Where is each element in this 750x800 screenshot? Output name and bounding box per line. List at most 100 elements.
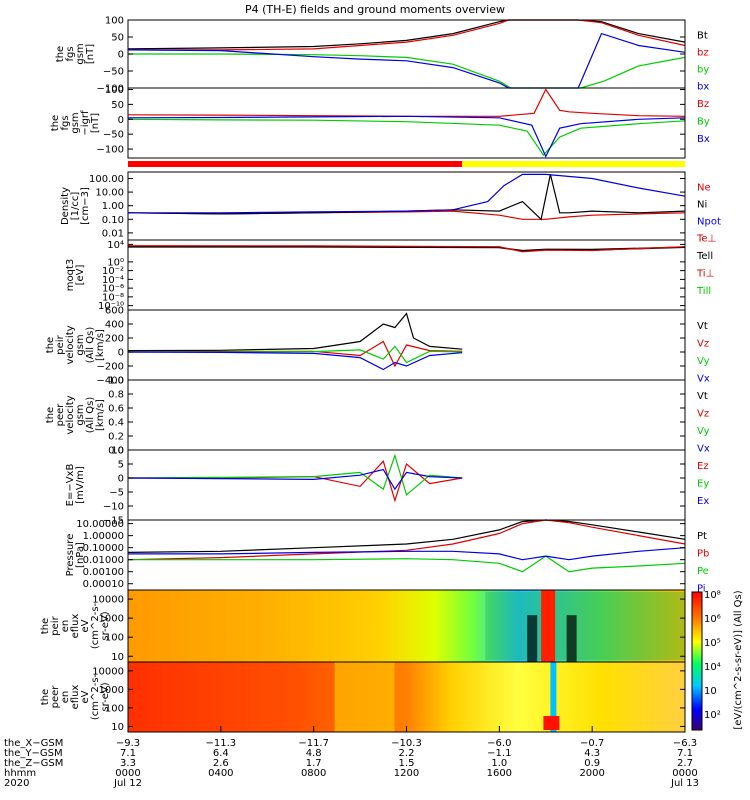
- pressure-legend-pe: Pe: [697, 566, 709, 577]
- fgs-dsl-legend-bx: Bx: [697, 134, 710, 145]
- peer-eflux-ytick-label: 10: [111, 722, 124, 733]
- fgs-legend-bt: Bt: [697, 31, 708, 42]
- pressure-legend-pt: Pt: [697, 531, 707, 542]
- peir-eflux-peak-band: [541, 590, 555, 662]
- fgs-dsl-series-by: [128, 119, 685, 155]
- peer-velocity-legend-vx: Vx: [697, 443, 710, 454]
- ephemeris-hhmm-value: 0800: [301, 768, 326, 779]
- pressure-series-pe: [128, 556, 685, 572]
- colorbar-tick-label: 10⁶: [704, 614, 721, 625]
- colorbar-tick-label: 10⁳: [704, 686, 717, 697]
- peir-eflux-ylabel: sr-eV): [100, 611, 111, 640]
- colorbar-label: [eV/(cm^2-s-sr-eV)] (All Qs): [733, 590, 744, 729]
- density-ylabel: [cm−3]: [80, 187, 91, 225]
- fgs-dsl-ytick-label: 50: [111, 100, 124, 111]
- pressure-ytick-label: 10.00000: [76, 519, 124, 530]
- density-legend-ne: Ne: [697, 183, 711, 194]
- peir-velocity-ytick-label: −200: [97, 362, 124, 373]
- peir-velocity-legend-vt: Vt: [697, 321, 708, 332]
- density-series-npot: [128, 174, 685, 212]
- ephemeris-hhmm-value: 1200: [394, 768, 419, 779]
- temperature-legend-tell: Tell: [696, 251, 713, 262]
- ephemeris-hhmm-value: 1600: [487, 768, 512, 779]
- temperature-ylabel: [eV]: [75, 265, 86, 286]
- peir-velocity-ytick-label: 200: [105, 334, 124, 345]
- chart-title: P4 (TH-E) fields and ground moments over…: [245, 3, 505, 16]
- peer-velocity-ytick-label: 0.8: [108, 390, 124, 401]
- peir-velocity-ytick-label: 600: [105, 306, 124, 317]
- peir-eflux-dropout: [567, 615, 577, 662]
- peer-velocity-ytick-label: 0.6: [108, 404, 124, 415]
- efield-ylabel: [mV/m]: [75, 466, 86, 504]
- pressure-ytick-label: 0.00010: [83, 579, 124, 590]
- efield-series-ey: [128, 456, 462, 495]
- density-ytick-label: 0.01: [102, 228, 124, 239]
- peer-velocity-ylabel: [km/s]: [95, 399, 106, 431]
- peer-eflux-ylabel: sr-eV): [100, 682, 111, 711]
- peir-velocity-series-vx: [128, 352, 462, 370]
- pressure-legend-pb: Pb: [697, 548, 709, 559]
- peer-velocity-legend-vz: Vz: [697, 408, 709, 419]
- density-ytick-label: 1.00: [102, 201, 124, 212]
- peir-eflux-noise-region: [485, 592, 685, 660]
- ephemeris-hhmm-value: 2000: [579, 768, 604, 779]
- peir-velocity-ylabel: [km/s]: [95, 329, 106, 361]
- peer-velocity-ytick-label: 0.4: [108, 418, 124, 429]
- fgs-ylabel: [nT]: [85, 44, 96, 64]
- efield-ytick-label: 5: [118, 460, 124, 471]
- fgs-dsl-ytick-label: −50: [103, 130, 124, 141]
- ephemeris-hhmm-value: 0400: [208, 768, 233, 779]
- fgs-dsl-legend-bz: Bz: [697, 99, 709, 110]
- fgs-ytick-label: −50: [103, 67, 124, 78]
- fgs-ytick-label: 50: [111, 33, 124, 44]
- overview-figure: P4 (TH-E) fields and ground moments over…: [0, 0, 750, 800]
- peir-velocity-legend-vy: Vy: [697, 356, 710, 367]
- efield-ytick-label: 0: [118, 474, 124, 485]
- peer-velocity-legend-vy: Vy: [697, 426, 710, 437]
- pressure-ytick-label: 0.01000: [83, 555, 124, 566]
- density-ytick-label: 100.00: [89, 174, 124, 185]
- peir-eflux-ytick-label: 10: [111, 652, 124, 663]
- peer-eflux-hot-spot: [543, 716, 559, 730]
- fgs-dsl-ytick-label: 100: [105, 85, 124, 96]
- density-legend-npot: Npot: [697, 217, 721, 228]
- peir-velocity-series-vt: [128, 314, 462, 351]
- peer-velocity-frame: [128, 380, 685, 450]
- colorbar-tick-label: 10⁴: [704, 662, 721, 673]
- fgs-series-by: [128, 54, 685, 88]
- colorbar: [692, 592, 702, 730]
- fgs-dsl-ytick-label: 0: [118, 115, 124, 126]
- fgs-dsl-legend-by: By: [697, 116, 710, 127]
- efield-series-ex: [128, 470, 462, 490]
- peir-velocity-ytick-label: 400: [105, 320, 124, 331]
- efield-frame: [128, 450, 685, 520]
- fgs-legend-bz: bz: [697, 48, 709, 59]
- temperature-legend-ti⊥: Ti⊥: [696, 268, 714, 279]
- peir-eflux-dropout: [527, 615, 537, 662]
- pressure-series-pt: [128, 520, 685, 552]
- colorbar-tick-label: 10⁸: [704, 590, 721, 601]
- fgs-ytick-label: 100: [105, 16, 124, 27]
- efield-legend-ex: Ex: [697, 496, 709, 507]
- mode-bar-segment: [128, 161, 462, 167]
- ephemeris-label: 2020: [4, 778, 29, 789]
- pressure-ylabel: [nPa]: [75, 542, 86, 568]
- fgs-dsl-frame: [128, 88, 685, 158]
- density-ytick-label: 0.10: [102, 215, 124, 226]
- efield-ytick-label: −5: [109, 488, 124, 499]
- peer-eflux-spectrogram: [128, 662, 685, 732]
- pressure-ytick-label: 0.00100: [83, 567, 124, 578]
- pressure-ytick-label: 1.00000: [83, 531, 124, 542]
- pressure-ytick-label: 0.10000: [83, 543, 124, 554]
- ephemeris-date-value: Jul 13: [670, 778, 699, 789]
- peir-velocity-legend-vz: Vz: [697, 338, 709, 349]
- efield-ytick-label: −10: [103, 502, 124, 513]
- peer-eflux-band: [335, 662, 395, 732]
- temperature-legend-till: Till: [696, 286, 711, 297]
- density-legend-te⊥: Te⊥: [696, 234, 716, 245]
- fgs-dsl-series-bx: [128, 116, 685, 156]
- peir-velocity-legend-vx: Vx: [697, 373, 710, 384]
- fgs-dsl-series-bz: [128, 90, 685, 117]
- density-frame: [128, 172, 685, 240]
- efield-series-ez: [128, 461, 462, 500]
